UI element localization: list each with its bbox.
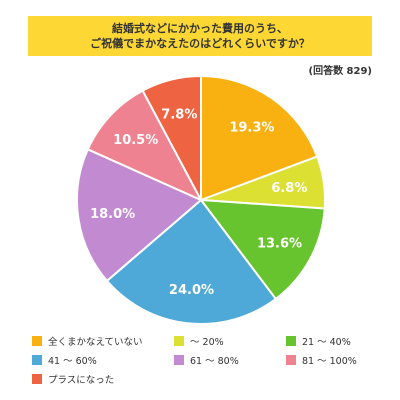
legend-item: 21 ～ 40% xyxy=(286,334,382,348)
legend-label: 81 ～ 100% xyxy=(302,356,357,367)
legend-item: プラスになった xyxy=(32,372,174,386)
legend-label: 61 ～ 80% xyxy=(190,356,239,367)
slice-value-label: 6.8% xyxy=(271,181,307,196)
pie-slice xyxy=(105,198,278,325)
legend-item: 81 ～ 100% xyxy=(286,353,382,367)
legend-item: 61 ～ 80% xyxy=(174,353,286,367)
chart-legend: 全くまかなえていない ～ 20% 21 ～ 40% 41 ～ 60% 61 ～ … xyxy=(32,334,382,386)
legend-label: 全くまかなえていない xyxy=(48,337,143,348)
chart-title: 結婚式などにかかった費用のうち、 ご祝儀でまかなえたのはどれくらいですか？ xyxy=(28,16,372,56)
slice-value-label: 18.0% xyxy=(90,207,135,222)
pie-slice xyxy=(200,74,319,202)
legend-swatch xyxy=(32,374,42,384)
legend-label: 21 ～ 40% xyxy=(302,337,351,348)
response-count: (回答数 829) xyxy=(308,66,373,77)
pie-slice xyxy=(76,148,203,283)
slice-value-label: 13.6% xyxy=(257,237,302,252)
slice-value-label: 10.5% xyxy=(113,133,158,148)
legend-label: 41 ～ 60% xyxy=(48,356,97,367)
legend-swatch xyxy=(32,355,42,365)
slice-value-label: 19.3% xyxy=(229,121,274,136)
legend-swatch xyxy=(32,336,42,346)
pie-slice xyxy=(141,74,202,201)
legend-item: 41 ～ 60% xyxy=(32,353,174,367)
legend-label: プラスになった xyxy=(48,375,115,386)
pie-slice xyxy=(86,89,204,203)
chart-title-line-2: ご祝儀でまかなえたのはどれくらいですか？ xyxy=(90,37,310,50)
legend-swatch xyxy=(286,355,296,365)
legend-swatch xyxy=(174,336,184,346)
legend-item: ～ 20% xyxy=(174,334,286,348)
legend-item: 全くまかなえていない xyxy=(32,334,174,348)
legend-label: ～ 20% xyxy=(190,337,224,348)
legend-swatch xyxy=(174,355,184,365)
legend-swatch xyxy=(286,336,296,346)
slice-value-label: 7.8% xyxy=(161,107,197,122)
pie-slice xyxy=(198,198,326,301)
slice-value-label: 24.0% xyxy=(169,283,214,298)
chart-title-line-1: 結婚式などにかかった費用のうち、 xyxy=(112,22,288,35)
